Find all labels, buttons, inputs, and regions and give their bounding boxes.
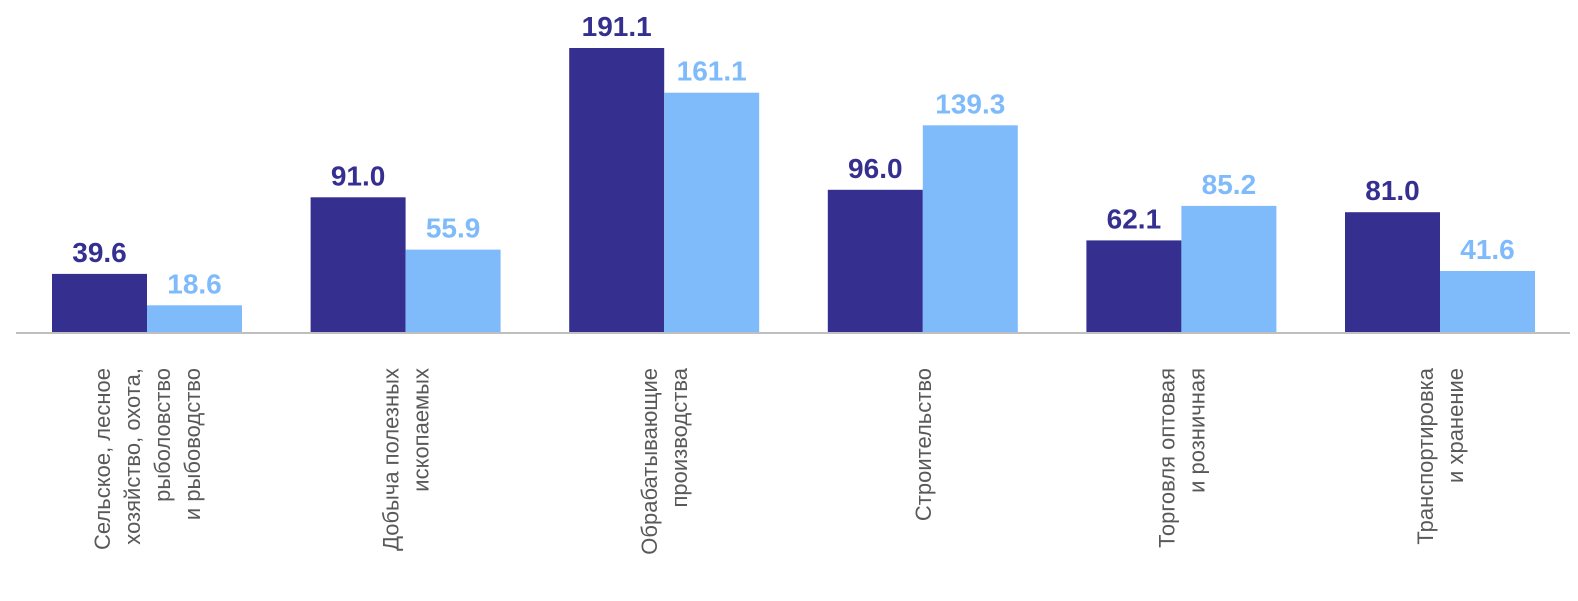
bar-s2-c5 — [1181, 205, 1277, 333]
value-label-s2-c1: 18.6 — [167, 268, 222, 299]
bar-s2-c4 — [922, 125, 1018, 333]
category-label-2-line-1: Добыча полезных — [379, 368, 404, 551]
category-label-4: Строительство — [911, 368, 936, 521]
category-label-1-line-1: Сельское, лесное — [90, 368, 115, 550]
category-label-6-line-2: и хранение — [1443, 368, 1468, 483]
value-label-s2-c5: 85.2 — [1202, 169, 1257, 200]
value-label-s2-c6: 41.6 — [1460, 234, 1515, 265]
bar-s2-c2 — [405, 249, 501, 333]
value-label-s2-c3: 161.1 — [677, 56, 747, 87]
bar-s1-c1 — [52, 273, 147, 333]
bar-s1-c4 — [827, 189, 923, 333]
bar-s1-c3 — [569, 48, 665, 333]
value-label-s2-c2: 55.9 — [426, 213, 481, 244]
bar-s1-c6 — [1345, 212, 1440, 333]
value-label-s1-c2: 91.0 — [331, 160, 386, 191]
category-label-4-line-1: Строительство — [911, 368, 936, 521]
bars-layer — [52, 48, 1535, 333]
value-label-s1-c5: 62.1 — [1107, 203, 1162, 234]
value-label-s1-c4: 96.0 — [848, 153, 903, 184]
category-label-1: Сельское, лесное хозяйство, охота, рыболов… — [90, 368, 205, 550]
bar-s2-c3 — [664, 92, 760, 333]
value-label-s1-c6: 81.0 — [1365, 175, 1420, 206]
bar-s2-c1 — [147, 305, 242, 333]
value-label-s1-c3: 191.1 — [582, 11, 652, 42]
bar-s1-c5 — [1086, 240, 1182, 333]
category-label-1-line-3: рыболовство — [150, 368, 175, 502]
category-label-3-line-1: Обрабатывающие — [637, 368, 662, 555]
category-label-2: Добыча полезных ископаемых — [379, 368, 434, 551]
category-label-6-line-1: Транспортировка — [1413, 367, 1438, 544]
bar-s1-c2 — [310, 197, 406, 333]
value-labels-layer: 39.6 18.6 91.0 55.9 191.1 161.1 96.0 139.3 62.1 8… — [72, 11, 1515, 299]
category-label-1-line-2: хозяйство, охота, — [120, 368, 145, 545]
category-label-6: Транспортировка и хранение — [1413, 367, 1468, 544]
category-label-2-line-2: ископаемых — [409, 368, 434, 492]
category-label-5: Торговля оптовая и розничная — [1154, 368, 1209, 548]
category-label-5-line-2: и розничная — [1184, 368, 1209, 493]
category-labels-layer: Сельское, лесное хозяйство, охота, рыболов… — [90, 367, 1468, 554]
value-label-s2-c4: 139.3 — [935, 88, 1005, 119]
category-label-3-line-2: производства — [667, 367, 692, 507]
category-label-3: Обрабатывающие производства — [637, 367, 692, 554]
category-label-5-line-1: Торговля оптовая — [1154, 368, 1179, 548]
value-label-s1-c1: 39.6 — [72, 237, 127, 268]
bar-s2-c6 — [1440, 271, 1535, 333]
category-label-1-line-4: и рыбоводство — [180, 368, 205, 520]
